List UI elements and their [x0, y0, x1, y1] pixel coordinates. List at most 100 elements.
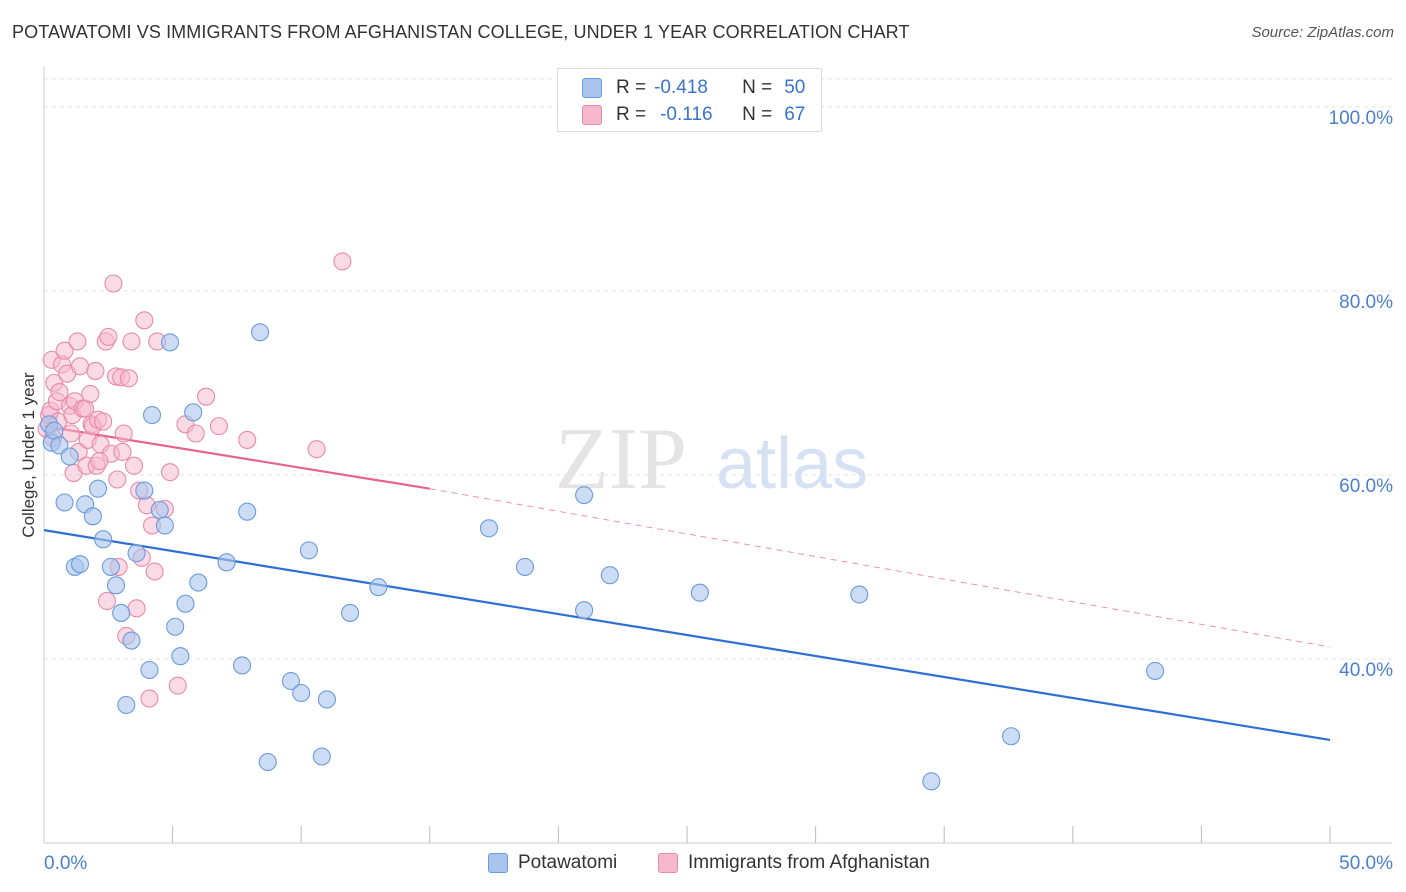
point-afghanistan [209, 417, 228, 436]
point-afghanistan [127, 599, 146, 618]
stats-legend: R = -0.418 N = 50 R = -0.116 N = 67 [557, 68, 822, 132]
point-potawatomi [922, 772, 941, 791]
point-afghanistan [122, 332, 141, 351]
point-potawatomi [94, 530, 113, 549]
point-potawatomi [88, 479, 108, 498]
point-potawatomi [258, 752, 277, 772]
chart-title: POTAWATOMI VS IMMIGRANTS FROM AFGHANISTA… [12, 22, 910, 42]
y-tick-label: 100.0% [1329, 108, 1394, 129]
y-tick-label: 60.0% [1339, 476, 1393, 497]
legend-r-label: R = [616, 77, 647, 98]
point-afghanistan [140, 689, 159, 708]
trend-line-potawatomi [43, 529, 1331, 742]
point-potawatomi [1146, 661, 1165, 680]
point-potawatomi [600, 566, 619, 585]
y-tick-label: 80.0% [1339, 292, 1393, 313]
point-afghanistan [70, 357, 90, 376]
point-afghanistan [94, 412, 113, 431]
point-afghanistan [55, 341, 74, 360]
point-potawatomi [171, 647, 190, 666]
y-axis-label: College, Under 1 year [19, 372, 38, 538]
data-points [37, 252, 1165, 791]
blue-swatch [488, 853, 508, 873]
x-tick-label-max: 50.0% [1339, 853, 1393, 874]
point-potawatomi [127, 544, 146, 563]
point-potawatomi [83, 507, 102, 526]
blue-swatch [582, 78, 602, 98]
point-afghanistan [68, 332, 87, 351]
point-potawatomi [369, 578, 388, 597]
point-potawatomi [135, 481, 154, 500]
point-afghanistan [113, 442, 132, 461]
gridlines [44, 78, 1392, 660]
point-afghanistan [97, 591, 117, 611]
point-afghanistan [168, 676, 187, 695]
point-potawatomi [150, 500, 169, 519]
point-potawatomi [106, 576, 126, 595]
legend-item-afghanistan: Immigrants from Afghanistan [658, 852, 930, 874]
point-potawatomi [70, 555, 90, 574]
point-afghanistan [99, 327, 118, 346]
source-label: Source: ZipAtlas.com [1251, 24, 1394, 41]
point-afghanistan [119, 369, 138, 388]
watermark-zip: ZIP [555, 411, 687, 508]
point-afghanistan [50, 383, 69, 402]
point-potawatomi [515, 557, 535, 576]
point-potawatomi [142, 406, 162, 425]
legend-n-label: N = [742, 77, 773, 98]
point-potawatomi [176, 594, 195, 613]
y-tick-label: 40.0% [1339, 660, 1393, 681]
point-potawatomi [189, 573, 208, 592]
legend-n-label: N = [742, 104, 773, 125]
legend-n-value: 50 [784, 77, 806, 98]
tick-labels: 40.0% 60.0% 80.0% 100.0% 0.0% 50.0% [44, 108, 1393, 874]
trend-lines [43, 425, 1331, 742]
point-potawatomi [281, 671, 300, 691]
series-legend: Potawatomi Immigrants from Afghanistan [0, 852, 1406, 878]
point-potawatomi [850, 585, 869, 604]
point-potawatomi [117, 695, 136, 715]
legend-r-value: -0.418 [654, 77, 708, 98]
axes [43, 66, 1392, 844]
point-potawatomi [140, 660, 159, 680]
legend-label-potawatomi: Potawatomi [518, 852, 618, 873]
pink-swatch [582, 105, 602, 125]
point-afghanistan [114, 424, 133, 443]
point-afghanistan [160, 463, 180, 482]
point-potawatomi [299, 541, 318, 560]
point-potawatomi [60, 447, 79, 466]
point-afghanistan [145, 562, 164, 581]
point-potawatomi [112, 603, 131, 622]
point-potawatomi [1002, 727, 1021, 746]
point-afghanistan [196, 387, 216, 406]
point-potawatomi [575, 601, 594, 620]
point-potawatomi [160, 333, 180, 352]
point-afghanistan [86, 361, 105, 380]
legend-n-value: 67 [784, 104, 806, 125]
point-potawatomi [217, 553, 236, 572]
point-potawatomi [166, 617, 185, 636]
point-afghanistan [124, 456, 144, 475]
point-potawatomi [232, 656, 252, 675]
point-potawatomi [238, 502, 257, 521]
legend-item-potawatomi: Potawatomi [488, 852, 617, 874]
point-potawatomi [250, 323, 270, 342]
point-afghanistan [108, 470, 127, 489]
point-potawatomi [122, 631, 141, 650]
trend-line-afghanistan-extension [429, 488, 1331, 648]
point-potawatomi [50, 436, 69, 455]
point-afghanistan [81, 384, 100, 403]
pink-swatch [658, 853, 678, 873]
point-afghanistan [104, 274, 123, 293]
point-potawatomi [312, 747, 331, 766]
point-potawatomi [317, 690, 336, 709]
legend-label-afghanistan: Immigrants from Afghanistan [688, 852, 930, 873]
legend-row-potawatomi: R = -0.418 N = 50 [582, 77, 805, 99]
point-potawatomi [479, 519, 499, 538]
watermark-atlas: atlas [716, 424, 868, 504]
trend-line-afghanistan [43, 425, 430, 490]
watermark: ZIP atlas [555, 411, 868, 508]
point-afghanistan [238, 430, 257, 449]
point-afghanistan [135, 311, 154, 330]
point-potawatomi [341, 603, 360, 622]
